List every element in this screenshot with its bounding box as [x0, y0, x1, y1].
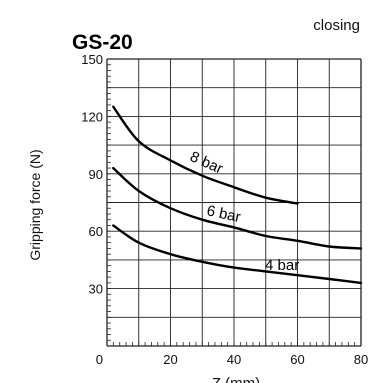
minor-tick-layer	[106, 58, 362, 347]
grid-layer	[106, 58, 362, 347]
series-layer	[112, 105, 363, 285]
x-tick-label: 0	[96, 352, 103, 367]
y-tick-label: 90	[89, 167, 103, 182]
y-tick-label: 150	[81, 52, 103, 67]
series-line-1	[112, 166, 363, 250]
series-label-2: 4 bar	[265, 257, 299, 274]
series-label-layer: 8 bar 6 bar 4 bar	[187, 148, 299, 274]
tick-label-layer: 0 20 40 60 80 30 60 90 120 150	[81, 52, 368, 367]
x-tick-label: 60	[290, 352, 304, 367]
series-label-1: 6 bar	[205, 202, 242, 226]
y-tick-label: 30	[89, 282, 103, 297]
y-tick-label: 60	[89, 224, 103, 239]
y-axis-label: Gripping force (N)	[27, 149, 43, 260]
chart-title: GS-20	[72, 31, 133, 54]
series-line-2	[112, 224, 363, 285]
chart-subtitle: closing	[313, 17, 360, 34]
series-label-0: 8 bar	[187, 148, 225, 177]
y-tick-label: 120	[81, 109, 103, 124]
x-tick-label: 40	[227, 352, 241, 367]
x-tick-label: 20	[163, 352, 177, 367]
x-tick-label: 80	[354, 352, 368, 367]
series-line-0	[112, 105, 299, 205]
x-axis-label: Z (mm)	[212, 375, 260, 383]
